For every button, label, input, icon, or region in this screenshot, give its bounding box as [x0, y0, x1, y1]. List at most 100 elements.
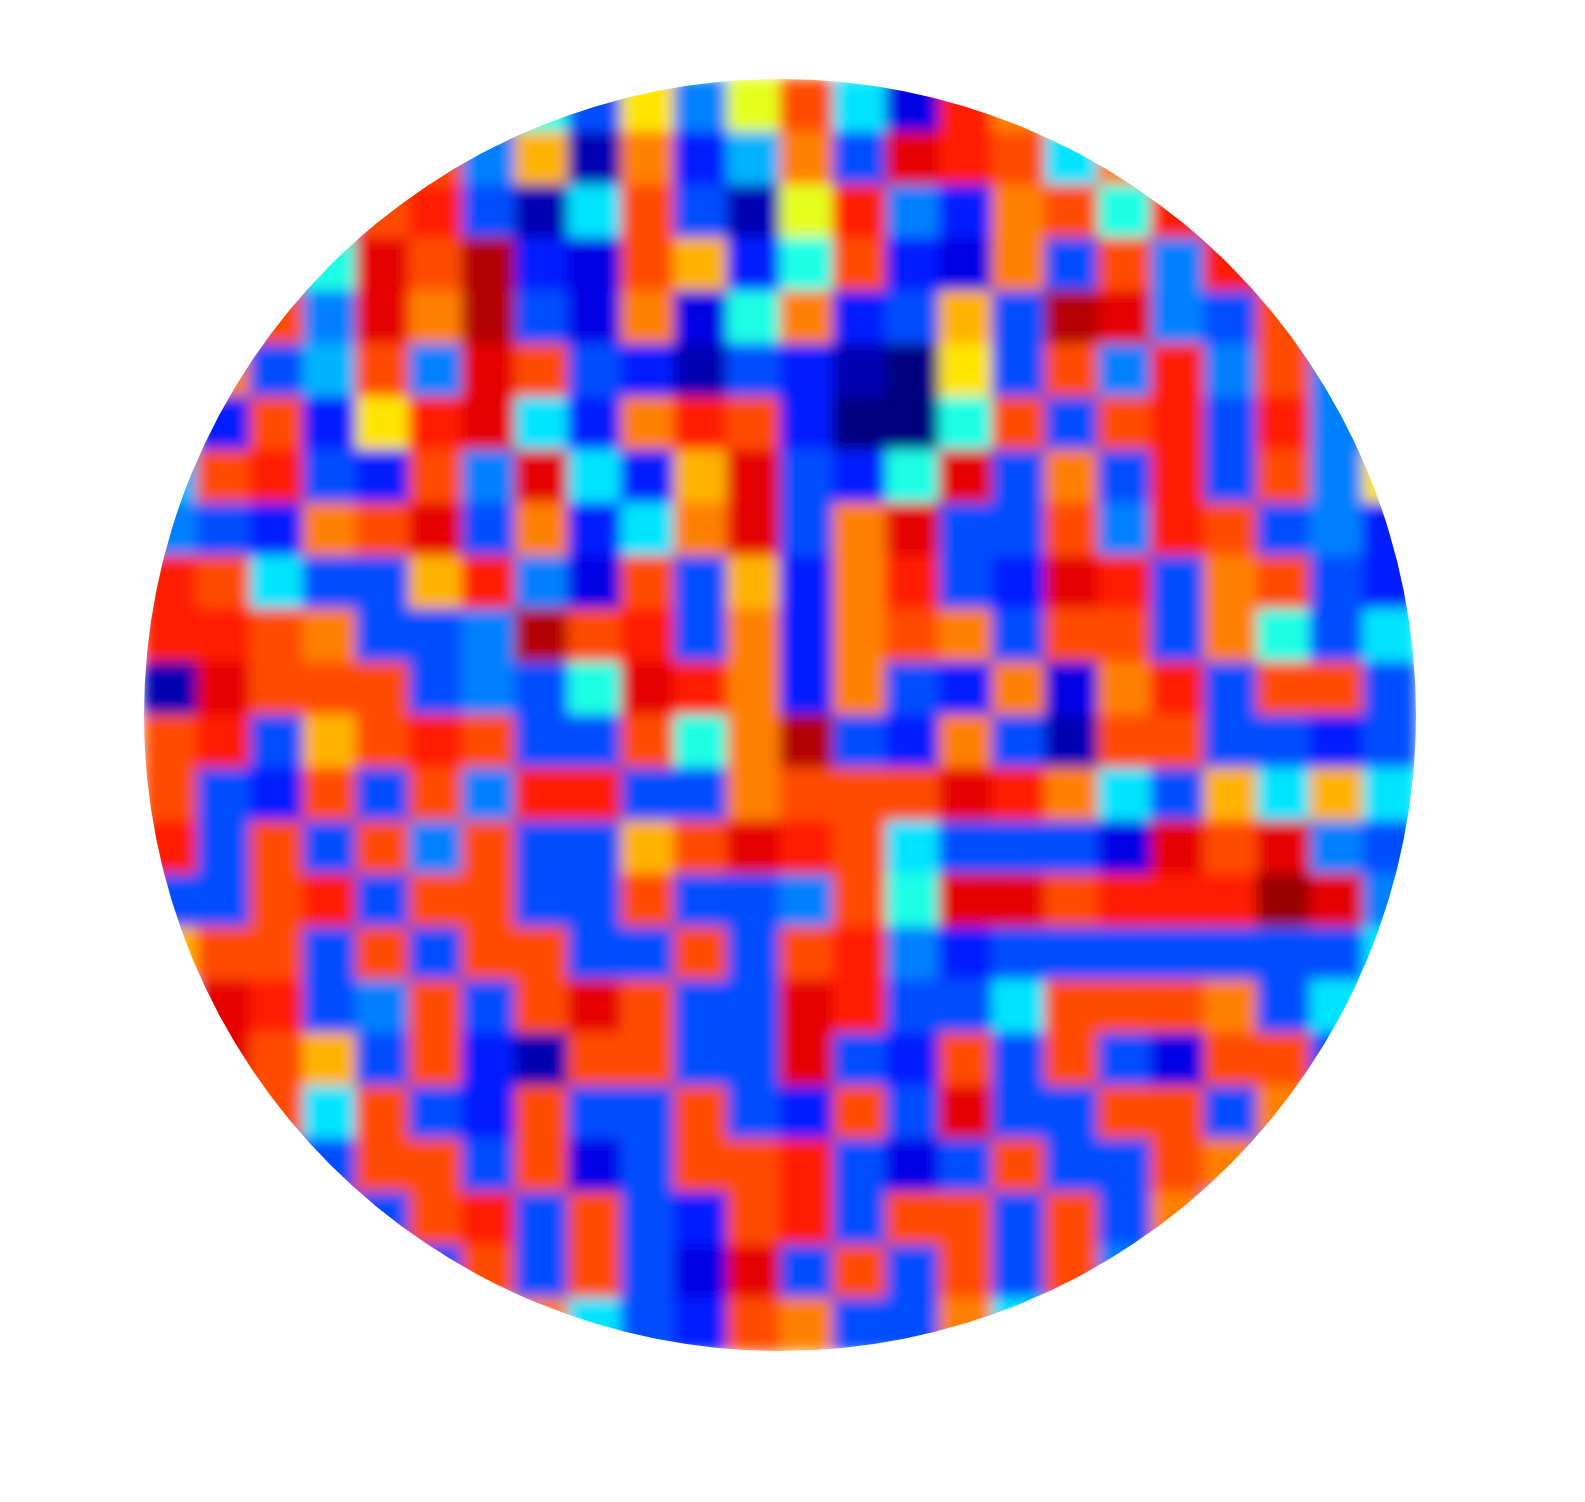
heatmap-cell: [833, 344, 887, 398]
heatmap-cell: [462, 238, 516, 292]
heatmap-cell: [462, 980, 516, 1034]
heatmap-cell: [833, 1033, 887, 1087]
heatmap-cell: [780, 609, 834, 663]
heatmap-cell: [886, 397, 940, 451]
heatmap-cell: [144, 980, 198, 1034]
heatmap-cell: [939, 556, 993, 610]
heatmap-cell: [303, 291, 357, 345]
heatmap-cell: [674, 1139, 728, 1193]
heatmap-cell: [515, 1033, 569, 1087]
heatmap-cell: [780, 79, 834, 133]
heatmap-cell: [144, 556, 198, 610]
heatmap-cell: [674, 238, 728, 292]
heatmap-cell: [515, 132, 569, 186]
heatmap-cell: [780, 344, 834, 398]
heatmap-cell: [833, 556, 887, 610]
heatmap-cell: [1098, 132, 1152, 186]
heatmap-cell: [1045, 1086, 1099, 1140]
heatmap-cell: [462, 185, 516, 239]
heatmap-cell: [144, 768, 198, 822]
heatmap-cell: [674, 980, 728, 1034]
heatmap-cell: [1204, 609, 1258, 663]
heatmap-cell: [409, 609, 463, 663]
heatmap-cell: [409, 238, 463, 292]
heatmap-cell: [1257, 556, 1311, 610]
heatmap-cell: [992, 768, 1046, 822]
heatmap-cell: [780, 715, 834, 769]
heatmap-cell: [409, 344, 463, 398]
heatmap-cell: [144, 927, 198, 981]
heatmap-cell: [833, 291, 887, 345]
heatmap-cell: [144, 662, 198, 716]
heatmap-cell: [1098, 556, 1152, 610]
heatmap-cell: [1310, 768, 1364, 822]
heatmap-cell: [1045, 556, 1099, 610]
heatmap-cell: [197, 821, 251, 875]
heatmap-cell: [780, 1033, 834, 1087]
heatmap-cell: [1204, 291, 1258, 345]
heatmap-cell: [462, 344, 516, 398]
heatmap-cell: [462, 79, 516, 133]
heatmap-cell: [197, 1086, 251, 1140]
heatmap-cell: [568, 238, 622, 292]
heatmap-cell: [621, 768, 675, 822]
heatmap-cell: [250, 238, 304, 292]
heatmap-cell: [462, 821, 516, 875]
heatmap-cell: [462, 1245, 516, 1299]
heatmap-cell: [356, 927, 410, 981]
heatmap-cell: [1310, 927, 1364, 981]
heatmap-cell: [568, 397, 622, 451]
heatmap-cell: [1045, 185, 1099, 239]
heatmap-cell: [621, 980, 675, 1034]
heatmap-cell: [197, 609, 251, 663]
heatmap-cell: [1098, 1139, 1152, 1193]
heatmap-cell: [1204, 821, 1258, 875]
heatmap-cell: [515, 1245, 569, 1299]
heatmap-cell: [621, 185, 675, 239]
heatmap-cell: [674, 768, 728, 822]
heatmap-cell: [1204, 874, 1258, 928]
heatmap-cell: [250, 450, 304, 504]
heatmap-cell: [992, 1192, 1046, 1246]
heatmap-cell: [1098, 715, 1152, 769]
heatmap-cell: [674, 874, 728, 928]
heatmap-cell: [568, 450, 622, 504]
heatmap-cell: [939, 503, 993, 557]
heatmap-cell: [515, 821, 569, 875]
heatmap-cell: [780, 291, 834, 345]
heatmap-cell: [1363, 503, 1417, 557]
heatmap-cell: [144, 715, 198, 769]
heatmap-cell: [727, 556, 781, 610]
heatmap-cell: [621, 503, 675, 557]
heatmap-cell: [1151, 503, 1205, 557]
heatmap-cell: [1151, 185, 1205, 239]
heatmap-cell: [568, 503, 622, 557]
heatmap-cell: [780, 185, 834, 239]
heatmap-cell: [462, 609, 516, 663]
heatmap-cell: [356, 1086, 410, 1140]
heatmap-cell: [1151, 291, 1205, 345]
heatmap-cell: [886, 1245, 940, 1299]
heatmap-cell: [1204, 927, 1258, 981]
heatmap-cell: [1045, 397, 1099, 451]
heatmap-cell: [992, 185, 1046, 239]
heatmap-cell: [1204, 980, 1258, 1034]
heatmap-cell: [621, 344, 675, 398]
heatmap-cell: [1151, 662, 1205, 716]
heatmap-cell: [621, 132, 675, 186]
heatmap-cell: [197, 291, 251, 345]
heatmap-cell: [462, 132, 516, 186]
heatmap-cell: [1363, 450, 1417, 504]
heatmap-cell: [515, 1139, 569, 1193]
heatmap-cell: [356, 503, 410, 557]
heatmap-cell: [144, 874, 198, 928]
heatmap-cell: [727, 450, 781, 504]
heatmap-cell: [356, 1139, 410, 1193]
heatmap-cell: [1045, 238, 1099, 292]
heatmap-cell: [780, 927, 834, 981]
heatmap-cell: [197, 503, 251, 557]
heatmap-cell: [674, 927, 728, 981]
heatmap-cell: [780, 874, 834, 928]
heatmap-cell: [992, 980, 1046, 1034]
heatmap-cell: [303, 821, 357, 875]
